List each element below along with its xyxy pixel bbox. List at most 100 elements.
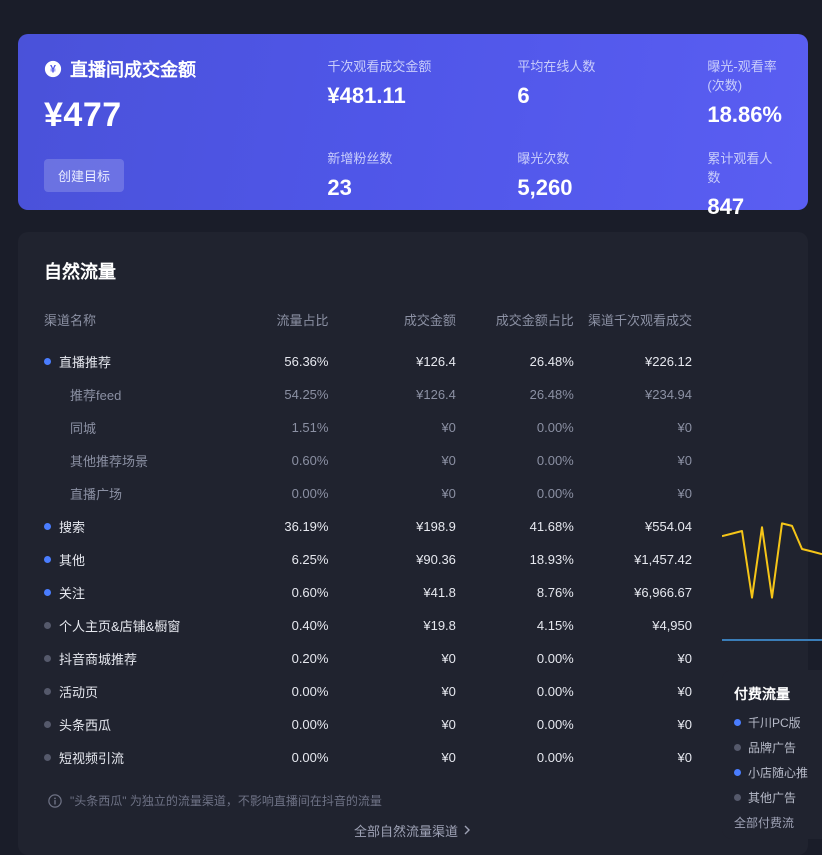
table-cell: ¥0 [574,411,692,444]
channel-name-cell: 个人主页&店铺&橱窗 [44,609,211,642]
stats-card: ¥ 直播间成交金额 ¥477 创建目标 千次观看成交金额¥481.11平均在线人… [18,34,808,210]
svg-text:¥: ¥ [50,64,56,76]
channel-dot-icon [44,721,51,728]
all-paid-channels-link[interactable]: 全部付费流 [734,814,818,831]
table-cell: 41.68% [456,510,574,543]
channel-name-cell: 直播推荐 [44,345,211,378]
channel-name-cell: 推荐feed [44,378,211,411]
table-cell: ¥6,966.67 [574,576,692,609]
table-cell: ¥0 [328,642,455,675]
table-row: 其他6.25%¥90.3618.93%¥1,457.42 [44,543,692,576]
table-row: 关注0.60%¥41.88.76%¥6,966.67 [44,576,692,609]
paid-traffic-title: 付费流量 [734,684,818,704]
table-row: 头条西瓜0.00%¥00.00%¥0 [44,708,692,741]
table-cell: 0.00% [211,477,329,510]
table-header-row: 渠道名称流量占比成交金额成交金额占比渠道千次观看成交 [44,310,692,345]
natural-traffic-table: 渠道名称流量占比成交金额成交金额占比渠道千次观看成交 直播推荐56.36%¥12… [44,310,692,774]
legend-label: 其他广告 [748,789,796,806]
legend-label: 品牌广告 [748,739,796,756]
table-row: 直播推荐56.36%¥126.426.48%¥226.12 [44,345,692,378]
channel-dot-icon [44,358,51,365]
table-header: 渠道千次观看成交 [574,310,692,345]
all-natural-channels-text: 全部自然流量渠道 [354,821,458,840]
table-header: 流量占比 [211,310,329,345]
channel-name-cell: 短视频引流 [44,741,211,774]
table-cell: 0.00% [456,444,574,477]
table-cell: ¥19.8 [328,609,455,642]
stat-cell: 累计观看人数 847 [707,148,782,220]
table-cell: ¥126.4 [328,378,455,411]
traffic-sparkline [722,500,822,650]
table-cell: 0.00% [211,675,329,708]
table-header: 成交金额 [328,310,455,345]
stat-value: 18.86% [707,102,782,128]
channel-dot-icon [44,655,51,662]
table-cell: ¥198.9 [328,510,455,543]
table-cell: ¥0 [574,675,692,708]
all-natural-channels-link[interactable]: 全部自然流量渠道 [354,821,472,840]
stat-cell: 新增粉丝数23 [327,148,517,220]
stat-cell: 千次观看成交金额¥481.11 [327,56,517,128]
legend-label: 千川PC版 [748,714,801,731]
table-cell: 1.51% [211,411,329,444]
stats-main-title: ¥ 直播间成交金额 [44,56,327,82]
legend-item: 小店随心推 [734,764,818,781]
channel-dot-icon [44,754,51,761]
table-cell: 0.00% [211,708,329,741]
table-header: 成交金额占比 [456,310,574,345]
channel-name-cell: 头条西瓜 [44,708,211,741]
stat-value: ¥481.11 [327,83,517,109]
table-cell: ¥554.04 [574,510,692,543]
stat-label: 曝光次数 [517,148,707,167]
table-cell: 54.25% [211,378,329,411]
table-row: 推荐feed54.25%¥126.426.48%¥234.94 [44,378,692,411]
stat-value: 23 [327,175,517,201]
channel-name-cell: 其他 [44,543,211,576]
channel-name-cell: 活动页 [44,675,211,708]
stat-cell: 平均在线人数6 [517,56,707,128]
channel-dot-icon [44,589,51,596]
table-cell: 56.36% [211,345,329,378]
table-cell: 0.00% [456,477,574,510]
stat-cell: 曝光次数5,260 [517,148,707,220]
table-cell: ¥90.36 [328,543,455,576]
info-icon [48,794,62,808]
table-cell: ¥126.4 [328,345,455,378]
table-cell: ¥0 [328,675,455,708]
natural-traffic-panel: 自然流量 渠道名称流量占比成交金额成交金额占比渠道千次观看成交 直播推荐56.3… [18,232,808,855]
stat-value: 847 [707,194,782,220]
table-cell: ¥0 [574,708,692,741]
chevron-right-icon [462,823,472,838]
table-row: 个人主页&店铺&橱窗0.40%¥19.84.15%¥4,950 [44,609,692,642]
legend-dot-icon [734,719,741,726]
table-cell: 0.60% [211,444,329,477]
legend-item: 千川PC版 [734,714,818,731]
table-cell: 26.48% [456,345,574,378]
channel-dot-icon [44,688,51,695]
channel-name-cell: 搜索 [44,510,211,543]
legend-dot-icon [734,794,741,801]
table-header: 渠道名称 [44,310,211,345]
table-cell: ¥0 [328,444,455,477]
table-cell: 0.00% [456,741,574,774]
table-cell: ¥0 [328,477,455,510]
table-cell: ¥234.94 [574,378,692,411]
table-cell: ¥0 [574,642,692,675]
table-row: 直播广场0.00%¥00.00%¥0 [44,477,692,510]
stat-label: 平均在线人数 [517,56,707,75]
create-goal-button[interactable]: 创建目标 [44,159,124,192]
stat-label: 累计观看人数 [707,148,782,186]
channel-dot-icon [44,556,51,563]
table-cell: ¥0 [574,477,692,510]
channel-dot-icon [44,622,51,629]
table-cell: 0.20% [211,642,329,675]
table-cell: 0.00% [456,708,574,741]
table-cell: ¥0 [574,741,692,774]
paid-traffic-legend: 付费流量 千川PC版品牌广告小店随心推其他广告 全部付费流 [722,670,822,839]
table-cell: ¥41.8 [328,576,455,609]
table-row: 同城1.51%¥00.00%¥0 [44,411,692,444]
table-cell: ¥226.12 [574,345,692,378]
legend-dot-icon [734,769,741,776]
yuan-circle-icon: ¥ [44,60,62,78]
table-cell: ¥0 [328,708,455,741]
